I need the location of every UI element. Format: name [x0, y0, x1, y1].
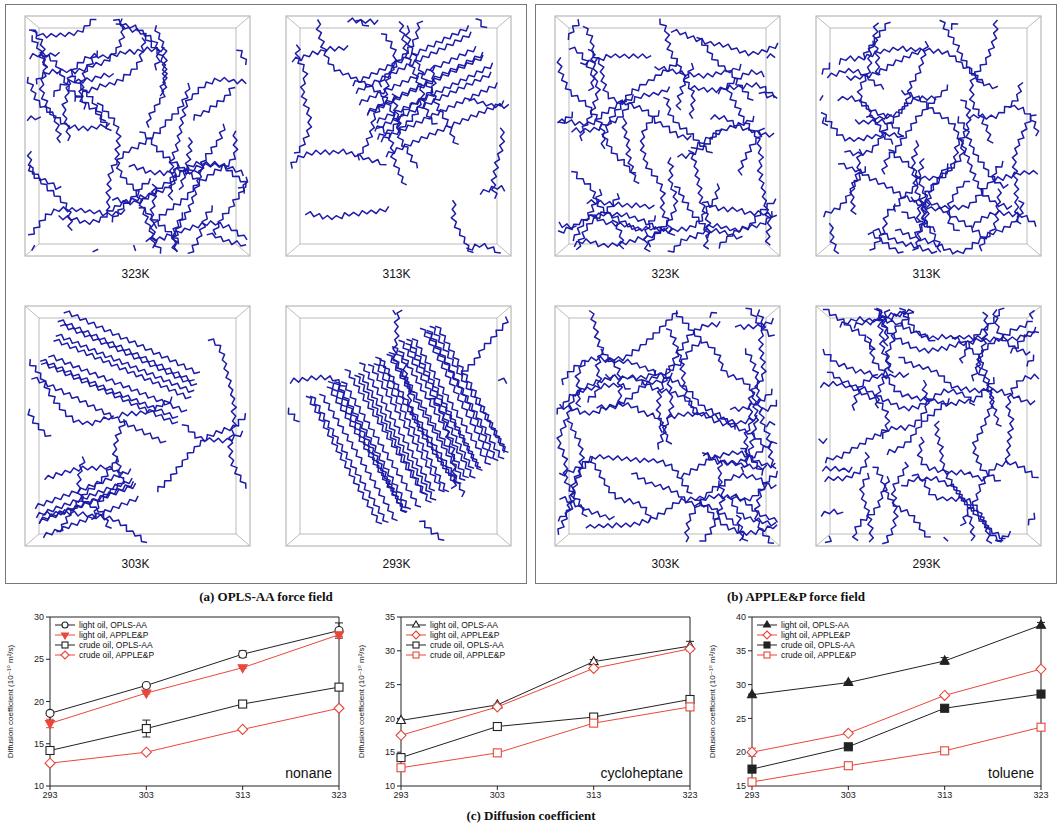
svg-text:313: 313	[937, 790, 952, 800]
html-text:cycloheptane: cycloheptane	[600, 765, 683, 781]
html-text:crude oil, APPLE&P: crude oil, APPLE&P	[430, 650, 506, 660]
svg-text:303: 303	[139, 790, 154, 800]
html-text:crude oil, APPLE&P: crude oil, APPLE&P	[79, 650, 155, 660]
svg-text:Diffusion coefficient (10⁻¹⁰ m: Diffusion coefficient (10⁻¹⁰ m²/s)	[6, 644, 15, 758]
html-text:light oil, APPLE&P: light oil, APPLE&P	[781, 630, 851, 640]
html-text:(b) APPLE&P force field: (b) APPLE&P force field	[727, 589, 865, 604]
html-text:nonane: nonane	[285, 765, 332, 781]
svg-text:25: 25	[736, 714, 746, 724]
svg-text:323: 323	[682, 790, 697, 800]
svg-text:Diffusion coefficient (10⁻¹⁰ m: Diffusion coefficient (10⁻¹⁰ m²/s)	[357, 644, 366, 758]
svg-text:10: 10	[385, 781, 395, 791]
svg-text:35: 35	[736, 646, 746, 656]
svg-text:293K: 293K	[912, 557, 940, 571]
svg-text:323: 323	[331, 790, 346, 800]
svg-text:313: 313	[235, 790, 250, 800]
svg-text:303: 303	[841, 790, 856, 800]
svg-text:20: 20	[385, 714, 395, 724]
svg-text:10: 10	[34, 781, 44, 791]
html-text:light oil, OPLS-AA: light oil, OPLS-AA	[79, 620, 147, 630]
svg-text:293K: 293K	[382, 557, 410, 571]
svg-text:293: 293	[42, 790, 57, 800]
svg-text:40: 40	[736, 612, 746, 622]
html-text:light oil, OPLS-AA: light oil, OPLS-AA	[430, 620, 498, 630]
svg-text:Diffusion coefficient (10⁻¹⁰ m: Diffusion coefficient (10⁻¹⁰ m²/s)	[708, 644, 717, 758]
html-text:crude oil, OPLS-AA: crude oil, OPLS-AA	[79, 640, 153, 650]
svg-text:313K: 313K	[382, 267, 410, 281]
html-text:light oil, APPLE&P: light oil, APPLE&P	[430, 630, 500, 640]
svg-text:30: 30	[385, 646, 395, 656]
html-text:(a) OPLS-AA force field: (a) OPLS-AA force field	[199, 589, 333, 604]
svg-text:293: 293	[744, 790, 759, 800]
svg-text:293: 293	[393, 790, 408, 800]
html-text:crude oil, OPLS-AA: crude oil, OPLS-AA	[781, 640, 855, 650]
svg-text:15: 15	[736, 781, 746, 791]
svg-text:35: 35	[385, 612, 395, 622]
svg-text:30: 30	[736, 680, 746, 690]
svg-text:15: 15	[34, 739, 44, 749]
svg-text:303K: 303K	[121, 557, 149, 571]
svg-text:20: 20	[736, 747, 746, 757]
html-text:(c) Diffusion coefficient: (c) Diffusion coefficient	[466, 808, 596, 823]
svg-text:323: 323	[1033, 790, 1048, 800]
svg-text:20: 20	[34, 697, 44, 707]
svg-text:303: 303	[490, 790, 505, 800]
html-text:crude oil, OPLS-AA: crude oil, OPLS-AA	[430, 640, 504, 650]
html-text:toluene: toluene	[988, 765, 1034, 781]
svg-text:25: 25	[385, 680, 395, 690]
html-text:light oil, OPLS-AA: light oil, OPLS-AA	[781, 620, 849, 630]
svg-text:30: 30	[34, 612, 44, 622]
svg-text:323K: 323K	[651, 267, 679, 281]
svg-text:313K: 313K	[912, 267, 940, 281]
svg-text:303K: 303K	[651, 557, 679, 571]
svg-text:25: 25	[34, 654, 44, 664]
html-text:light oil, APPLE&P: light oil, APPLE&P	[79, 630, 149, 640]
svg-text:15: 15	[385, 747, 395, 757]
html-text:crude oil, APPLE&P: crude oil, APPLE&P	[781, 650, 857, 660]
svg-text:323K: 323K	[121, 267, 149, 281]
svg-text:313: 313	[586, 790, 601, 800]
